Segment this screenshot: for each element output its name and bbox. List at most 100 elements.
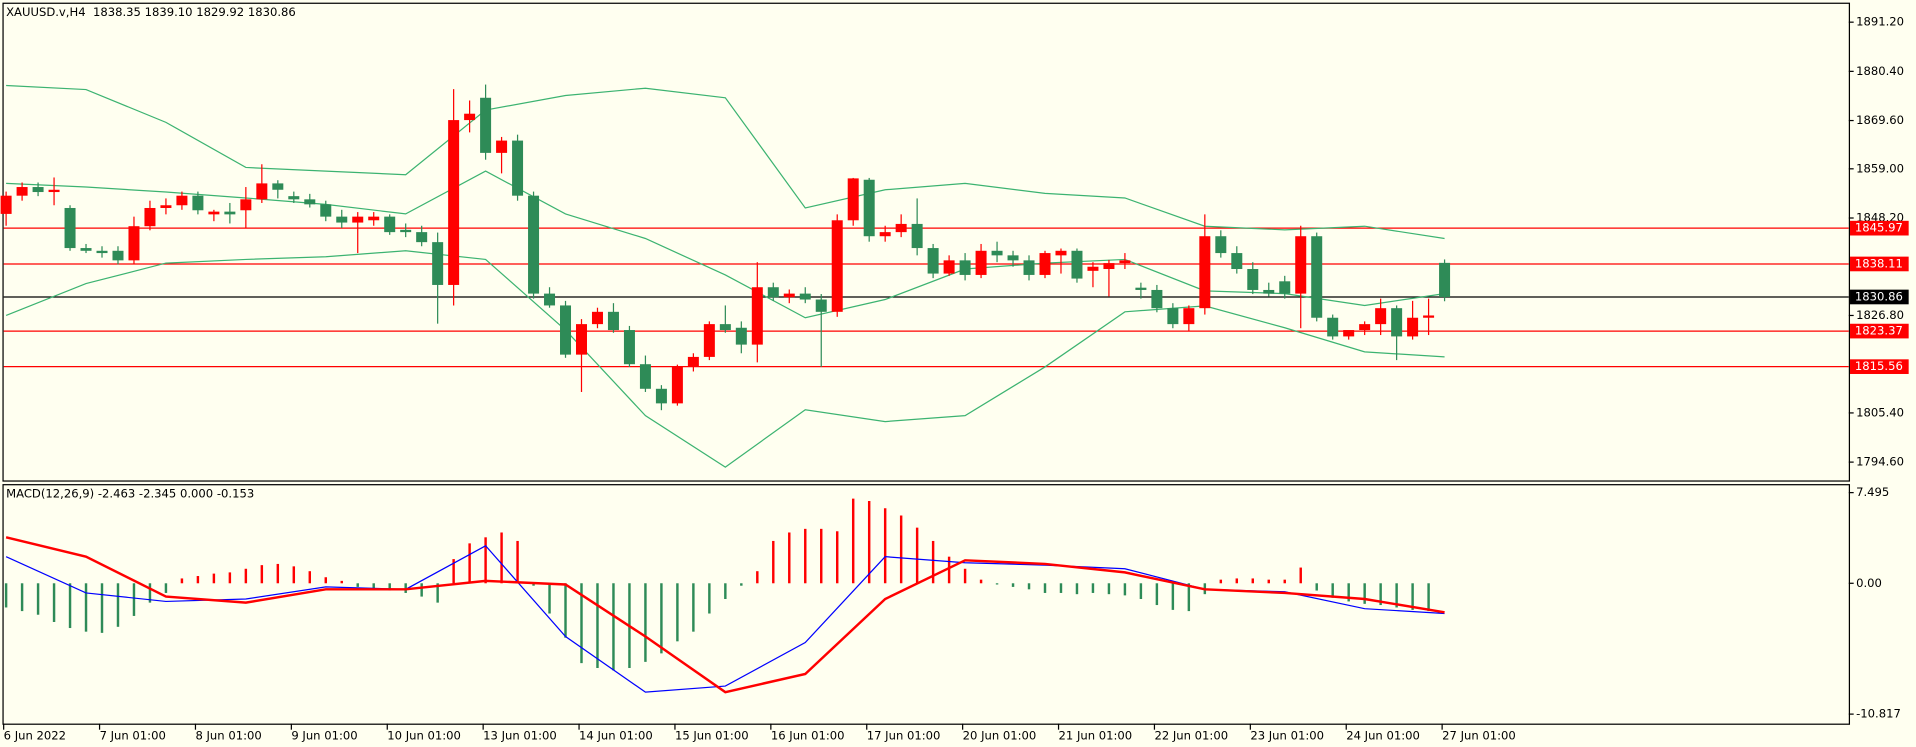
x-tick-label: 14 Jun 01:00	[579, 728, 653, 742]
candle-body	[831, 220, 843, 312]
level-label-bg	[1850, 359, 1909, 374]
candle-body	[783, 293, 795, 298]
candle-body	[943, 260, 955, 274]
candle-body	[879, 232, 891, 237]
candle-body	[1167, 308, 1179, 325]
candle-body	[16, 187, 28, 196]
candle-body	[336, 216, 348, 223]
x-tick-label: 24 Jun 01:00	[1346, 728, 1420, 742]
candle-body	[400, 229, 412, 233]
candle-body	[1327, 317, 1339, 337]
level-label: 1838.11	[1855, 256, 1903, 270]
candle-body	[895, 223, 907, 233]
y-tick-label: 7.495	[1856, 485, 1889, 499]
x-tick-label: 27 Jun 01:00	[1442, 728, 1516, 742]
y-tick-label: 1794.60	[1856, 455, 1904, 469]
y-tick-label: 1826.80	[1856, 308, 1904, 322]
candle-body	[591, 311, 603, 325]
candle-body	[1343, 330, 1355, 337]
candle-body	[623, 330, 635, 365]
candle-body	[480, 97, 492, 153]
candle-body	[655, 388, 667, 404]
current-price-label: 1830.86	[1855, 289, 1903, 303]
candle-body	[1087, 266, 1099, 271]
x-tick-label: 9 Jun 01:00	[291, 728, 357, 742]
candle-body	[96, 250, 108, 254]
x-tick-label: 17 Jun 01:00	[867, 728, 941, 742]
level-label: 1823.37	[1855, 324, 1903, 338]
candle-body	[144, 207, 156, 227]
candle-body	[863, 179, 875, 237]
candle-body	[256, 183, 268, 200]
candle-body	[240, 199, 252, 211]
candle-body	[911, 223, 923, 249]
candle-body	[208, 211, 220, 215]
candle-body	[1055, 250, 1067, 256]
y-tick-label: -10.817	[1856, 707, 1901, 721]
symbol-header: XAUUSD.v,H4 1838.35 1839.10 1829.92 1830…	[6, 5, 296, 19]
candle-body	[1263, 289, 1275, 294]
candle-body	[1039, 253, 1051, 275]
candle-body	[1135, 287, 1147, 290]
level-label: 1815.56	[1855, 359, 1903, 373]
level-label-bg	[1850, 256, 1909, 272]
x-tick-label: 16 Jun 01:00	[771, 728, 845, 742]
candle-body	[272, 183, 284, 190]
candle-body	[1007, 255, 1019, 261]
candle-body	[639, 364, 651, 389]
candle-body	[735, 327, 747, 345]
candle-body	[560, 305, 572, 355]
price-panel	[2, 2, 1851, 482]
candle-body	[575, 324, 587, 355]
candle-body	[1391, 308, 1403, 337]
candle-body	[528, 195, 540, 294]
x-tick-label: 20 Jun 01:00	[963, 728, 1037, 742]
macd-panel	[2, 484, 1851, 725]
candle-body	[751, 287, 763, 345]
candle-body	[1375, 308, 1387, 325]
candle-body	[32, 187, 44, 193]
candle-body	[1103, 263, 1115, 270]
candle-body	[1439, 262, 1451, 297]
candle-body	[464, 113, 476, 121]
y-tick-label: 1891.20	[1856, 15, 1904, 29]
candle-body	[1119, 260, 1131, 264]
candle-body	[1295, 236, 1307, 294]
candle-body	[1423, 315, 1435, 318]
candle-body	[671, 366, 683, 404]
candle-body	[959, 260, 971, 275]
candle-body	[1183, 308, 1195, 325]
candle-body	[1151, 289, 1163, 309]
candle-body	[448, 120, 460, 285]
candle-body	[927, 248, 939, 274]
candle-body	[1247, 269, 1259, 290]
current-price-bg	[1850, 289, 1909, 305]
candle-body	[991, 250, 1003, 256]
x-tick-label: 10 Jun 01:00	[387, 728, 461, 742]
x-tick-label: 6 Jun 2022	[4, 728, 66, 742]
x-tick-label: 21 Jun 01:00	[1059, 728, 1133, 742]
y-tick-label: 1859.00	[1856, 161, 1904, 175]
candle-body	[1231, 253, 1243, 270]
candle-body	[80, 248, 92, 251]
candle-body	[847, 178, 859, 221]
candle-body	[1311, 236, 1323, 318]
candle-body	[0, 195, 12, 214]
candle-body	[112, 250, 124, 261]
candle-body	[192, 195, 204, 211]
candle-body	[368, 216, 380, 221]
candle-body	[416, 232, 428, 243]
candle-body	[719, 324, 731, 331]
x-tick-label: 8 Jun 01:00	[195, 728, 261, 742]
candle-body	[64, 207, 76, 249]
candle-body	[128, 226, 140, 261]
x-tick-label: 23 Jun 01:00	[1250, 728, 1324, 742]
candle-body	[703, 324, 715, 357]
candle-body	[975, 250, 987, 275]
level-label-bg	[1850, 220, 1909, 236]
y-tick-label: 0.00	[1856, 576, 1882, 590]
level-label-bg	[1850, 323, 1909, 339]
candle-body	[320, 204, 332, 217]
